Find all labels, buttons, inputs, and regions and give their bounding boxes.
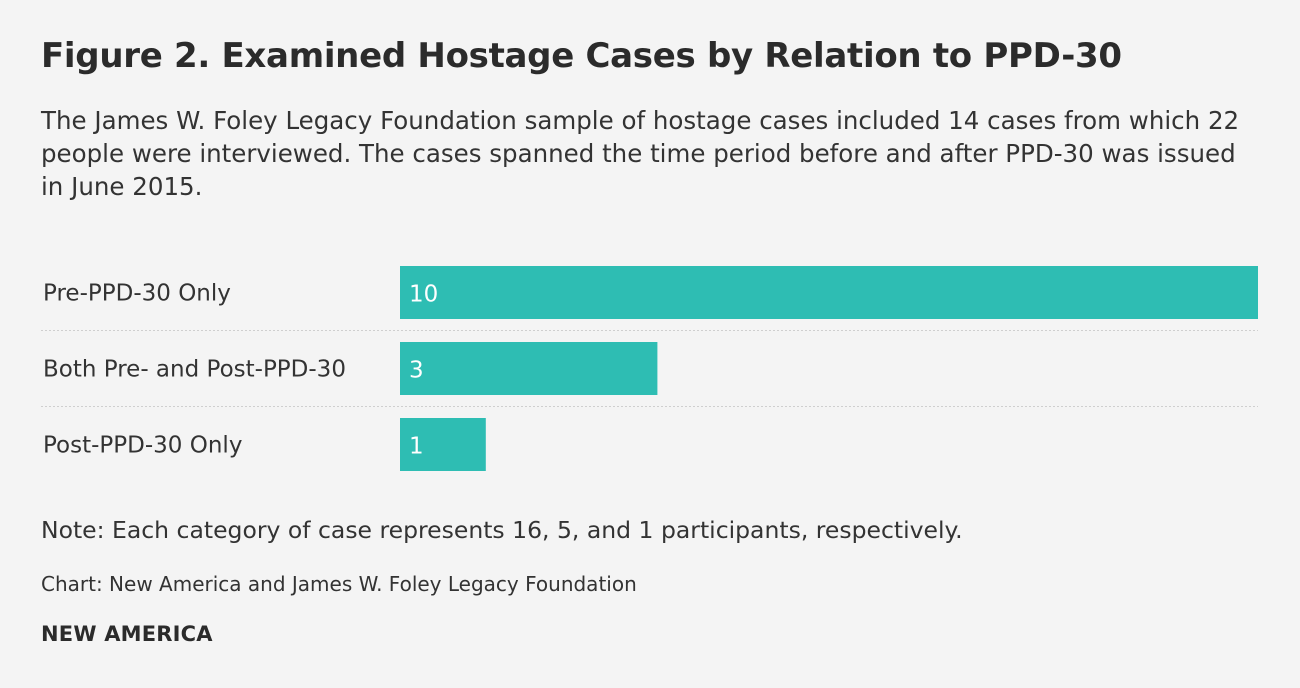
category-label: Both Pre- and Post-PPD-30 <box>43 357 346 383</box>
bar-chart: Pre-PPD-30 Only 10 Both Pre- and Post-PPD-… <box>41 266 1258 471</box>
bar <box>400 266 1258 319</box>
bar <box>400 342 658 395</box>
category-label: Pre-PPD-30 Only <box>43 281 231 307</box>
chart-subtitle: The James W. Foley Legacy Foundation sam… <box>41 106 1240 201</box>
chart-title: Figure 2. Examined Hostage Cases by Rela… <box>41 36 1122 76</box>
bar-value-label: 1 <box>409 434 424 460</box>
chart-note: Note: Each category of case represents 1… <box>41 516 963 544</box>
chart-source: Chart: New America and James W. Foley Le… <box>41 572 637 596</box>
bar-value-label: 3 <box>409 358 424 384</box>
bar <box>400 418 486 471</box>
bar-value-label: 10 <box>409 282 438 308</box>
brand-wordmark: NEW AMERICA <box>41 622 213 646</box>
category-label: Post-PPD-30 Only <box>43 433 242 459</box>
